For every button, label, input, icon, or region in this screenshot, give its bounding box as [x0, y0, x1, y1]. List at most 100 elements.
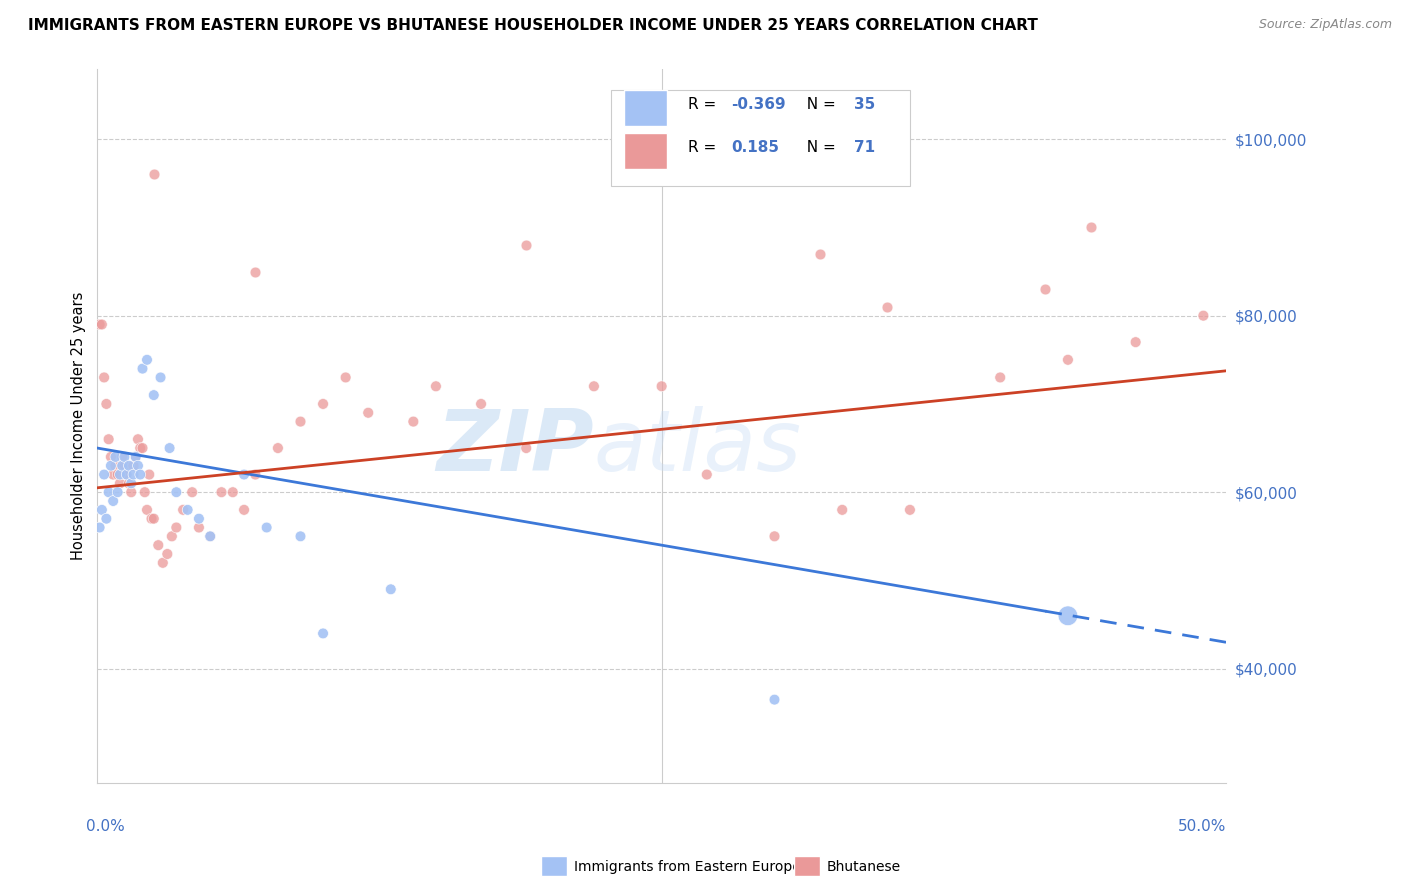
Point: [312, 397, 335, 411]
Point: [1080, 220, 1102, 235]
Y-axis label: Householder Income Under 25 years: Householder Income Under 25 years: [72, 292, 86, 560]
Point: [127, 432, 149, 446]
Point: [120, 485, 142, 500]
Point: [129, 441, 152, 455]
Point: [114, 450, 136, 464]
Point: [1057, 608, 1080, 623]
Point: [115, 467, 138, 482]
Point: [101, 494, 124, 508]
FancyBboxPatch shape: [610, 90, 910, 186]
Text: Bhutanese: Bhutanese: [827, 860, 901, 874]
Point: [267, 441, 290, 455]
Text: atlas: atlas: [593, 406, 801, 489]
Point: [181, 485, 204, 500]
Point: [104, 450, 127, 464]
Point: [651, 379, 673, 393]
Point: [97, 485, 120, 500]
Point: [89, 520, 111, 534]
Point: [142, 168, 165, 182]
Point: [211, 485, 233, 500]
Point: [97, 432, 120, 446]
Point: [131, 361, 153, 376]
Point: [136, 503, 159, 517]
Point: [120, 476, 142, 491]
Point: [136, 352, 159, 367]
Point: [108, 467, 131, 482]
Point: [115, 467, 138, 482]
Point: [763, 692, 786, 706]
Point: [93, 467, 115, 482]
Bar: [624, 90, 668, 126]
Text: ZIP: ZIP: [436, 406, 593, 489]
Text: 50.0%: 50.0%: [1178, 819, 1226, 834]
Point: [142, 388, 165, 402]
Text: IMMIGRANTS FROM EASTERN EUROPE VS BHUTANESE HOUSEHOLDER INCOME UNDER 25 YEARS CO: IMMIGRANTS FROM EASTERN EUROPE VS BHUTAN…: [28, 18, 1038, 33]
Point: [96, 511, 118, 525]
Point: [402, 415, 425, 429]
Point: [165, 485, 187, 500]
Text: Source: ZipAtlas.com: Source: ZipAtlas.com: [1258, 18, 1392, 31]
Point: [187, 520, 209, 534]
Point: [122, 467, 145, 482]
Point: [187, 511, 209, 525]
Point: [200, 529, 222, 543]
Point: [125, 450, 148, 464]
Point: [357, 406, 380, 420]
Point: [142, 511, 165, 525]
Text: N =: N =: [797, 140, 841, 154]
Text: 71: 71: [853, 140, 875, 154]
Point: [696, 467, 718, 482]
Point: [200, 529, 222, 543]
Point: [100, 458, 122, 473]
Point: [515, 441, 537, 455]
Text: 0.0%: 0.0%: [86, 819, 125, 834]
Point: [470, 397, 492, 411]
Point: [165, 520, 187, 534]
Point: [1057, 352, 1080, 367]
Point: [96, 397, 118, 411]
Point: [582, 379, 605, 393]
Point: [425, 379, 447, 393]
Point: [898, 503, 921, 517]
Point: [831, 503, 853, 517]
Point: [245, 264, 267, 278]
Point: [988, 370, 1011, 384]
Point: [101, 467, 124, 482]
Point: [100, 450, 122, 464]
Point: [90, 318, 112, 332]
Point: [138, 467, 160, 482]
Point: [111, 458, 134, 473]
Point: [156, 547, 179, 561]
Point: [763, 529, 786, 543]
Point: [141, 511, 163, 525]
Point: [1125, 335, 1147, 350]
Point: [118, 476, 141, 491]
Text: Immigrants from Eastern Europe: Immigrants from Eastern Europe: [574, 860, 800, 874]
Point: [111, 450, 134, 464]
Point: [159, 441, 181, 455]
Text: 0.185: 0.185: [731, 140, 779, 154]
Point: [233, 467, 256, 482]
Point: [114, 458, 136, 473]
Point: [89, 318, 111, 332]
Text: R =: R =: [688, 96, 721, 112]
Point: [172, 503, 194, 517]
Point: [108, 476, 131, 491]
Point: [152, 556, 174, 570]
Point: [1033, 282, 1056, 296]
Point: [122, 458, 145, 473]
Point: [222, 485, 245, 500]
Point: [93, 370, 115, 384]
Point: [876, 300, 898, 314]
Point: [160, 529, 183, 543]
Point: [290, 529, 312, 543]
Point: [312, 626, 335, 640]
Point: [149, 370, 172, 384]
Point: [125, 450, 148, 464]
Point: [104, 458, 127, 473]
Text: N =: N =: [797, 96, 841, 112]
Point: [127, 458, 149, 473]
Point: [107, 485, 129, 500]
Point: [118, 458, 141, 473]
Text: R =: R =: [688, 140, 721, 154]
